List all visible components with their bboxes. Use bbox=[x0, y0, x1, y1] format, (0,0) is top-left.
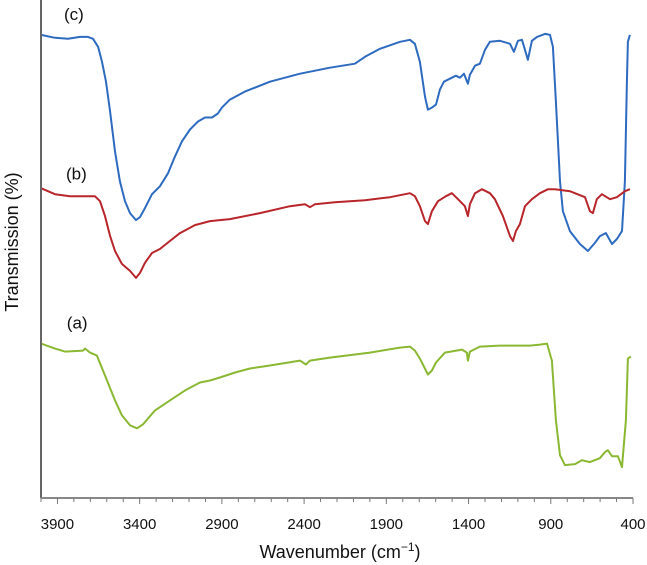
x-tick-label: 2400 bbox=[287, 516, 320, 533]
annotation-layer: (c) (b) (a) bbox=[64, 5, 88, 333]
x-axis-label-close: ) bbox=[415, 542, 421, 562]
x-tick-label: 400 bbox=[620, 516, 645, 533]
series-label-c: (c) bbox=[64, 5, 84, 24]
series-layer bbox=[40, 32, 632, 469]
series-label-a: (a) bbox=[67, 314, 88, 333]
x-axis-label: Wavenumber (cm−1) bbox=[259, 540, 420, 562]
x-tick-label: 900 bbox=[538, 516, 563, 533]
x-tick-label: 3400 bbox=[123, 516, 156, 533]
x-tick-label: 1400 bbox=[452, 516, 485, 533]
x-ticks: 3900 3400 2900 2400 1900 1400 900 400 bbox=[40, 498, 646, 533]
x-tick-label: 2900 bbox=[205, 516, 238, 533]
x-tick-label: 3900 bbox=[41, 516, 74, 533]
x-axis-label-sup: −1 bbox=[401, 540, 415, 554]
y-axis-label: Transmission (%) bbox=[2, 172, 22, 311]
series-label-b: (b) bbox=[66, 164, 87, 183]
series-line-c bbox=[40, 32, 631, 252]
series-line-a bbox=[40, 342, 632, 469]
x-axis-label-main: Wavenumber (cm bbox=[259, 542, 400, 562]
x-tick-label: 1900 bbox=[370, 516, 403, 533]
series-line-b bbox=[40, 187, 631, 279]
